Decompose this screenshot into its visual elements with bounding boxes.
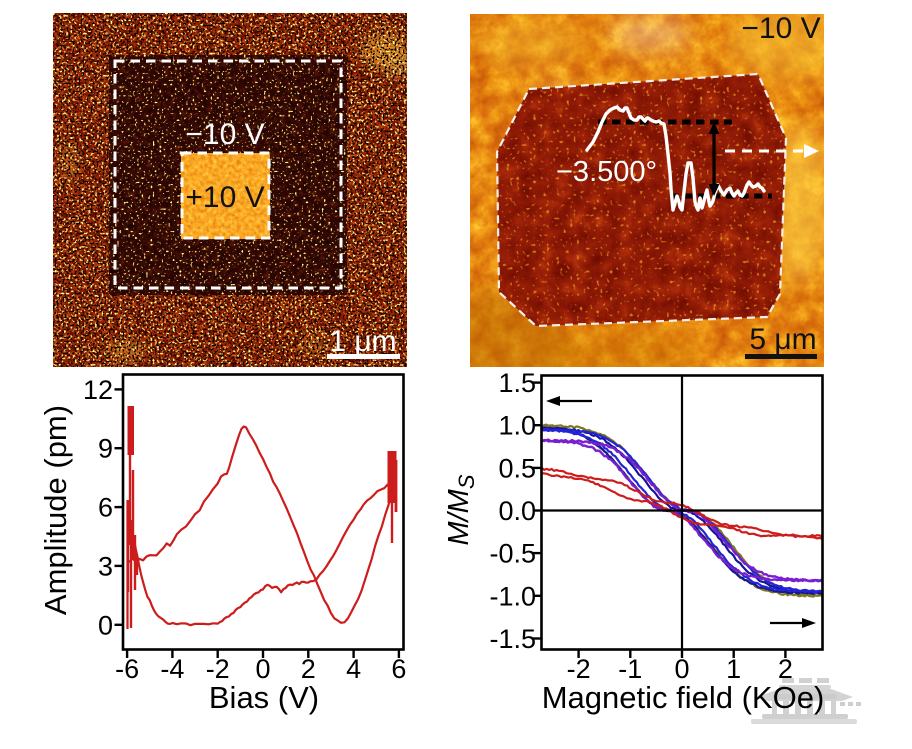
svg-text:-2: -2 — [206, 654, 230, 684]
svg-text:Magnetic field (KOe): Magnetic field (KOe) — [542, 680, 825, 715]
svg-text:6: 6 — [98, 493, 113, 523]
svg-text:12: 12 — [83, 375, 113, 405]
svg-text:9: 9 — [98, 434, 113, 464]
svg-text:0: 0 — [674, 654, 689, 684]
svg-text:Bias (V): Bias (V) — [209, 680, 319, 715]
svg-text:−10 V: −10 V — [741, 14, 820, 45]
svg-text:-6: -6 — [115, 654, 139, 684]
svg-text:−10 V: −10 V — [185, 118, 264, 151]
svg-text:+10 V: +10 V — [185, 181, 264, 214]
svg-text:0.0: 0.0 — [498, 496, 536, 526]
svg-text:2: 2 — [778, 654, 793, 684]
svg-text:3: 3 — [98, 551, 113, 581]
svg-text:5 μm: 5 μm — [749, 323, 816, 356]
svg-text:-4: -4 — [160, 654, 184, 684]
svg-text:0: 0 — [255, 654, 270, 684]
svg-text:1.0: 1.0 — [498, 411, 536, 441]
svg-text:0: 0 — [98, 610, 113, 640]
svg-text:−3.500°: −3.500° — [556, 156, 657, 188]
svg-text:-1.5: -1.5 — [489, 624, 536, 654]
svg-text:1: 1 — [726, 654, 741, 684]
svg-text:6: 6 — [391, 654, 406, 684]
svg-text:2: 2 — [301, 654, 316, 684]
svg-text:1 μm: 1 μm — [329, 325, 396, 358]
svg-text:M/MS: M/MS — [443, 474, 479, 545]
svg-text:-1: -1 — [618, 654, 642, 684]
svg-text:-0.5: -0.5 — [489, 539, 536, 569]
svg-text:Amplitude (pm): Amplitude (pm) — [38, 405, 73, 615]
svg-text:0.5: 0.5 — [498, 453, 536, 483]
svg-text:1.5: 1.5 — [498, 368, 536, 398]
svg-text:-2: -2 — [567, 654, 591, 684]
svg-text:-1.0: -1.0 — [489, 581, 536, 611]
svg-text:4: 4 — [346, 654, 361, 684]
